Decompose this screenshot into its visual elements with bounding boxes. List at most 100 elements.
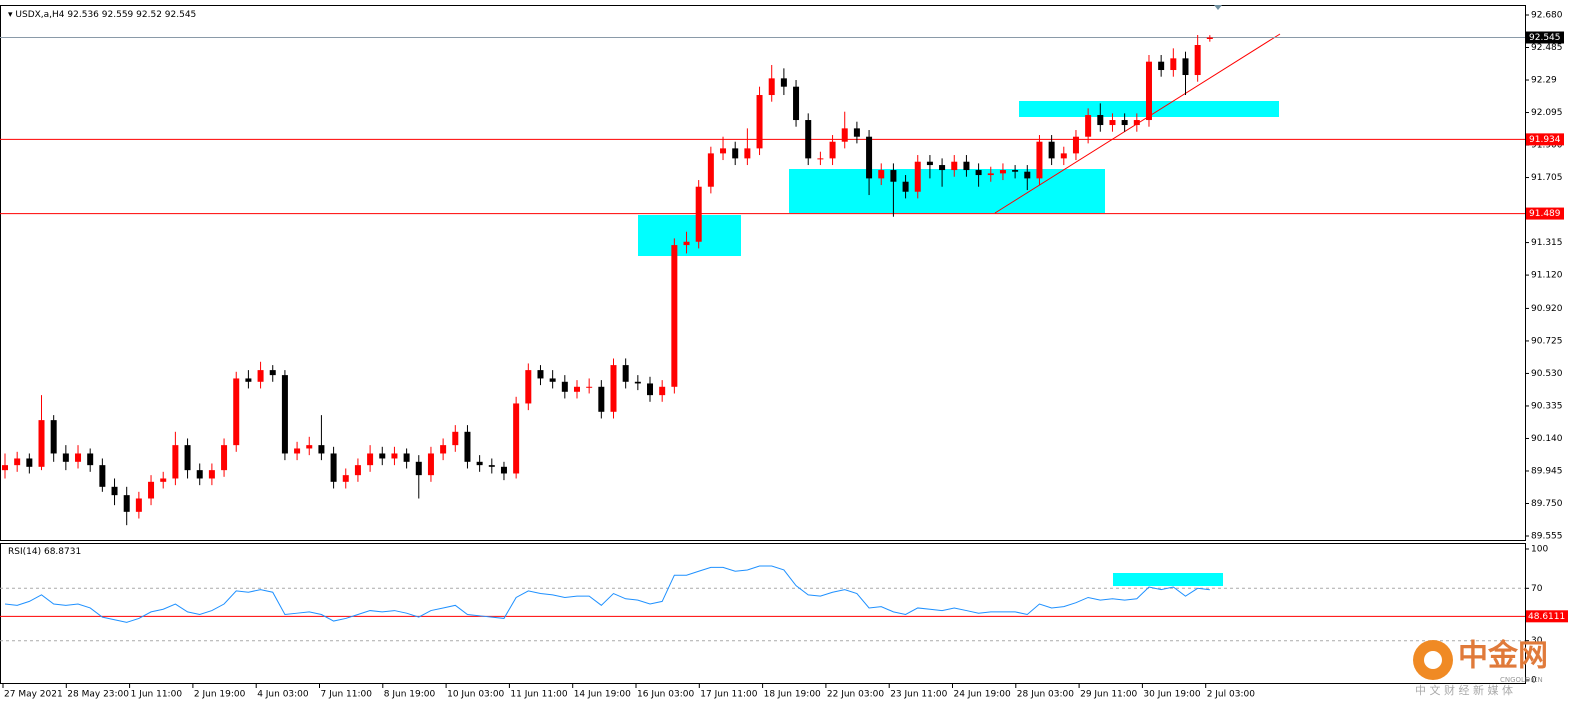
level-label-bg [1526, 133, 1564, 146]
close: 92.545 [165, 10, 197, 20]
arrow: ▾ [8, 10, 15, 20]
candle-body [62, 453, 69, 462]
y-tick-label: 89.555 [1531, 532, 1563, 542]
rsi-value: 68.8731 [44, 547, 81, 557]
candle-body [890, 170, 897, 182]
candle-body [148, 481, 155, 499]
x-tick-label: 14 Jun 19:00 [574, 690, 631, 700]
candle-body [160, 478, 167, 482]
x-tick-label: 29 Jun 11:00 [1080, 690, 1137, 700]
rsi-tick-label: 70 [1531, 584, 1543, 594]
y-tick-label: 91.900 [1531, 141, 1563, 151]
candle-body [1036, 141, 1043, 179]
y-tick-label: 91.315 [1531, 238, 1563, 248]
candle-body [999, 170, 1006, 174]
candle-body [1072, 136, 1079, 154]
candle-body [1085, 115, 1092, 137]
candle-body [379, 453, 386, 459]
candle-body [233, 378, 240, 446]
candle-body [2, 465, 8, 471]
x-tick-label: 27 May 2021 [4, 690, 63, 700]
x-tick-label: 22 Jun 03:00 [827, 690, 884, 700]
candle-body [805, 120, 812, 159]
candle-body [367, 453, 374, 466]
y-tick-label: 91.705 [1531, 173, 1563, 183]
price-label-bg [1526, 31, 1564, 44]
candle-body [598, 386, 605, 412]
candle-body [500, 466, 507, 474]
price-label: 92.545 [1529, 33, 1561, 43]
x-tick-label: 24 Jun 19:00 [954, 690, 1011, 700]
x-tick-label: 18 Jun 19:00 [764, 690, 821, 700]
rsi-line [4, 565, 1210, 623]
candle-body [561, 381, 568, 392]
candle-body [902, 181, 909, 192]
candle-body [793, 86, 800, 121]
level-label-bg [1526, 207, 1564, 220]
watermark-slogan: 中 文 财 经 新 媒 体 [1415, 683, 1513, 697]
candle-body [208, 470, 215, 479]
candle-body [221, 445, 228, 471]
candle-body [196, 470, 203, 479]
candle-body [452, 431, 459, 446]
candle-body [939, 165, 946, 171]
candle-body [184, 445, 191, 471]
candle-body [647, 383, 654, 396]
zone [1113, 573, 1223, 586]
candle-body [245, 378, 252, 382]
rsi-name: RSI(14) [8, 547, 41, 557]
low: 92.52 [136, 10, 162, 20]
x-tick-label: 28 May 23:00 [67, 690, 129, 700]
rsi-header: RSI(14) 68.8731 [8, 547, 81, 557]
x-tick-label: 4 Jun 03:00 [257, 690, 309, 700]
y-tick-label: 92.29 [1531, 76, 1557, 86]
high: 92.559 [102, 10, 134, 20]
candle-body [257, 370, 264, 382]
candle-body [695, 186, 702, 242]
candle-body [525, 370, 532, 404]
rsi-level-label: 48.6111 [1528, 612, 1565, 622]
candle-body [720, 148, 727, 154]
candle-body [1206, 37, 1213, 40]
candle-body [586, 386, 593, 388]
candle-body [537, 370, 544, 379]
zone [789, 169, 1105, 213]
y-tick-label: 89.945 [1531, 466, 1563, 476]
candle-body [1158, 61, 1165, 71]
x-tick-label: 1 Jun 11:00 [131, 690, 183, 700]
candle-body [549, 378, 556, 382]
candle-body [671, 245, 678, 387]
candle-body [951, 161, 958, 171]
x-tick-label: 17 Jun 11:00 [700, 690, 757, 700]
candle-body [987, 173, 994, 176]
rsi-tick-label: 100 [1531, 545, 1548, 555]
candle-body [488, 465, 495, 467]
candle-body [294, 448, 301, 454]
candle-body [853, 128, 860, 137]
candle-body [914, 161, 921, 192]
candle-body [926, 161, 933, 166]
level-label: 91.934 [1529, 135, 1561, 145]
x-tick-label: 7 Jun 11:00 [321, 690, 373, 700]
candle-body [756, 95, 763, 149]
candle-body [610, 365, 617, 412]
y-tick-label: 92.095 [1531, 108, 1563, 118]
candle-body [634, 381, 641, 384]
x-tick-label: 2 Jun 19:00 [194, 690, 246, 700]
candle-body [1048, 141, 1055, 159]
logo-inner [1424, 651, 1442, 669]
candle-body [427, 453, 434, 476]
candle-body [50, 420, 57, 454]
candle-body [135, 498, 142, 512]
level-label: 91.489 [1529, 209, 1561, 219]
candle-body [573, 386, 580, 392]
x-tick-label: 23 Jun 11:00 [890, 690, 947, 700]
x-tick-label: 8 Jun 19:00 [384, 690, 436, 700]
candle-body [26, 458, 33, 467]
x-tick-label: 2 Jul 03:00 [1207, 690, 1256, 700]
candle-body [1182, 58, 1189, 76]
candle-body [1109, 120, 1116, 126]
candle-body [172, 445, 179, 479]
candle-body [1170, 58, 1177, 71]
